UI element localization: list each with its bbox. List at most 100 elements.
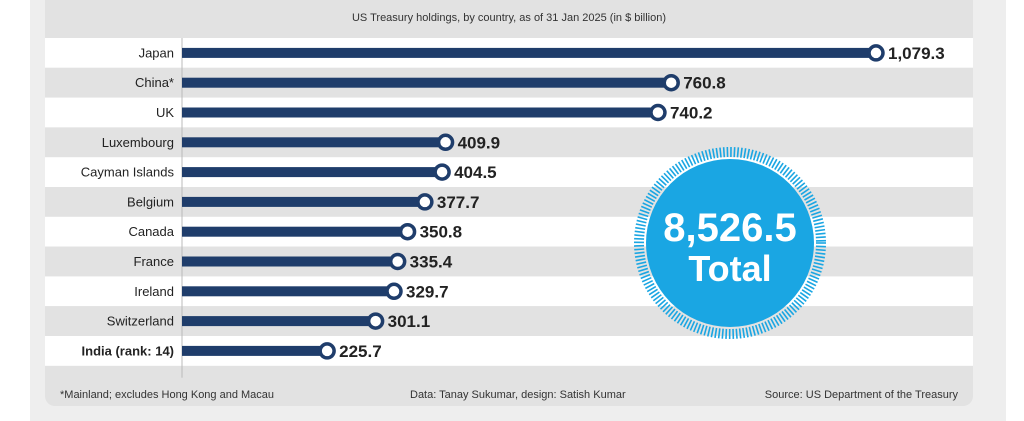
sunburst-tick bbox=[735, 328, 738, 339]
sunburst-tick bbox=[749, 149, 754, 160]
sunburst-tick bbox=[679, 316, 687, 326]
sunburst-tick bbox=[703, 325, 708, 336]
sunburst-tick bbox=[639, 270, 650, 276]
sunburst-tick bbox=[797, 294, 807, 302]
bar-end-marker bbox=[398, 222, 417, 241]
bar-end-marker bbox=[436, 133, 455, 152]
sunburst-tick bbox=[743, 148, 747, 159]
sunburst-tick bbox=[634, 230, 645, 234]
bar bbox=[182, 196, 425, 207]
value-label: 377.7 bbox=[437, 193, 480, 212]
bar-end-marker bbox=[366, 312, 385, 330]
sunburst-tick bbox=[638, 212, 649, 218]
total-label: Total bbox=[688, 248, 771, 289]
sunburst-tick bbox=[649, 189, 659, 197]
category-label: Japan bbox=[139, 45, 174, 60]
sunburst-tick bbox=[742, 327, 746, 339]
bar-end-marker bbox=[416, 193, 434, 211]
value-label: 301.1 bbox=[388, 312, 431, 331]
category-label: UK bbox=[156, 105, 174, 120]
sunburst-tick bbox=[634, 234, 645, 237]
bar bbox=[182, 256, 398, 267]
category-label: Belgium bbox=[127, 194, 174, 209]
sunburst-tick bbox=[674, 163, 682, 173]
bar-end-marker bbox=[385, 282, 403, 301]
sunburst-tick bbox=[812, 214, 823, 219]
sunburst-tick bbox=[717, 328, 721, 339]
bar bbox=[182, 316, 376, 327]
sunburst-tick bbox=[667, 308, 676, 318]
bar-end-marker bbox=[433, 163, 451, 181]
source: Source: US Department of the Treasury bbox=[764, 389, 958, 401]
sunburst-tick bbox=[636, 261, 647, 266]
sunburst-tick bbox=[805, 197, 816, 204]
sunburst-tick bbox=[635, 258, 646, 262]
value-label: 350.8 bbox=[420, 223, 463, 242]
sunburst-tick bbox=[673, 312, 681, 322]
sunburst-tick bbox=[745, 327, 749, 338]
sunburst-tick bbox=[668, 167, 677, 177]
sunburst-tick bbox=[641, 276, 652, 283]
sunburst-tick bbox=[634, 254, 646, 258]
sunburst-tick bbox=[761, 322, 767, 333]
sunburst-tick bbox=[806, 280, 817, 287]
sunburst-tick bbox=[813, 221, 824, 226]
sunburst-tick bbox=[701, 150, 706, 161]
sunburst-tick bbox=[794, 179, 803, 188]
sunburst-tick bbox=[754, 324, 760, 335]
sunburst-tick bbox=[637, 264, 648, 269]
bar bbox=[182, 137, 446, 148]
sunburst-tick bbox=[647, 192, 657, 200]
sunburst-tick bbox=[808, 204, 819, 210]
sunburst-tick bbox=[773, 316, 780, 327]
category-label: Switzerland bbox=[107, 314, 174, 329]
sunburst-tick bbox=[681, 159, 688, 170]
category-label: India (rank: 14) bbox=[82, 343, 174, 358]
category-label: France bbox=[134, 254, 174, 269]
value-label: 404.5 bbox=[454, 163, 497, 182]
total-circle bbox=[646, 159, 814, 327]
sunburst-tick bbox=[634, 248, 645, 251]
sunburst-tick bbox=[711, 148, 716, 159]
value-label: 1,079.3 bbox=[888, 44, 945, 63]
sunburst-tick bbox=[776, 162, 784, 172]
sunburst-tick bbox=[781, 311, 789, 320]
sunburst-tick bbox=[802, 191, 812, 198]
sunburst-tick bbox=[655, 296, 664, 305]
sunburst-tick bbox=[814, 258, 825, 263]
sunburst-tick bbox=[639, 209, 650, 215]
sunburst-tick bbox=[815, 248, 826, 252]
sunburst-tick bbox=[659, 301, 669, 310]
sunburst-tick bbox=[635, 223, 646, 227]
category-label: China* bbox=[135, 75, 174, 90]
sunburst-tick bbox=[796, 182, 806, 190]
sunburst-tick bbox=[803, 286, 813, 293]
sunburst-tick bbox=[696, 323, 702, 334]
sunburst-tick bbox=[722, 147, 726, 158]
sunburst-tick bbox=[643, 279, 654, 286]
sunburst-tick bbox=[798, 185, 808, 193]
sunburst-tick bbox=[640, 273, 651, 280]
sunburst-tick bbox=[756, 151, 761, 162]
category-label: Cayman Islands bbox=[81, 165, 175, 180]
sunburst-tick bbox=[663, 172, 672, 182]
sunburst-tick bbox=[665, 306, 674, 315]
sunburst-tick bbox=[811, 268, 822, 273]
sunburst-tick bbox=[789, 174, 798, 183]
sunburst-tick bbox=[686, 319, 693, 330]
sunburst-tick bbox=[684, 157, 691, 168]
bar-end-marker bbox=[649, 103, 667, 122]
sunburst-tick bbox=[637, 216, 648, 221]
sunburst-tick bbox=[788, 304, 798, 313]
sunburst-tick bbox=[721, 328, 724, 339]
sunburst-tick bbox=[714, 327, 718, 338]
bar bbox=[182, 107, 658, 118]
sunburst-tick bbox=[677, 161, 685, 171]
sunburst-tick bbox=[646, 285, 657, 293]
sunburst-tick bbox=[715, 147, 719, 158]
sunburst-tick bbox=[642, 202, 653, 208]
sunburst-tick bbox=[791, 302, 800, 311]
sunburst-tick bbox=[813, 218, 824, 223]
sunburst-tick bbox=[736, 147, 740, 158]
sunburst-tick bbox=[706, 326, 711, 337]
